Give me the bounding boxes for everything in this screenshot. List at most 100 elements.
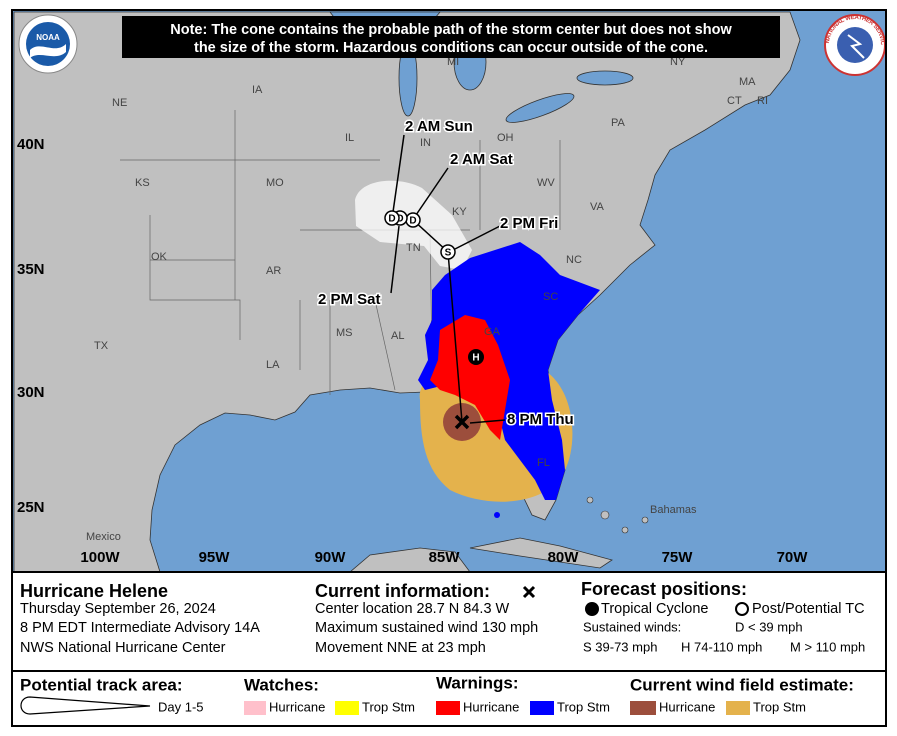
storm-info: Hurricane Helene Thursday September 26, …	[20, 581, 260, 656]
legend-label: Hurricane	[463, 699, 519, 714]
state-label: CT	[727, 95, 742, 107]
state-labels: NE IA IL IN OH PA MI NY MA CT RI KS MO K…	[86, 56, 768, 543]
swatch	[530, 701, 554, 715]
swatch	[335, 701, 359, 715]
state-label: AR	[266, 265, 281, 277]
state-label: MO	[266, 177, 284, 189]
state-label: AL	[391, 330, 404, 342]
trop-storm-warning	[418, 242, 600, 500]
swatch	[726, 701, 750, 715]
forecast-label: 2 AM Sun	[405, 118, 473, 135]
forecast-info: Forecast positions: Tropical Cyclone Pos…	[581, 579, 865, 655]
forecast-key: Post/Potential TC	[752, 601, 865, 617]
country-label: Mexico	[86, 531, 121, 543]
forecast-marker-letter: D	[388, 214, 395, 225]
legend: Potential track area: Day 1-5 Watches: H…	[20, 673, 854, 715]
state-label: PA	[611, 117, 626, 129]
swatch	[436, 701, 460, 715]
state-label: OK	[151, 251, 168, 263]
state-label: IA	[252, 84, 263, 96]
current-center-icon	[454, 414, 470, 430]
longitude-label: 80W	[548, 549, 580, 566]
forecast-marker-letter: D	[396, 214, 403, 225]
longitude-label: 70W	[777, 549, 809, 566]
leader-line	[390, 225, 400, 294]
state-label: RI	[757, 95, 768, 107]
longitude-label: 90W	[315, 549, 347, 566]
current-icon	[522, 585, 536, 599]
forecast-label: 2 PM Sat	[318, 291, 381, 308]
forecast-label: 2 AM Sat	[450, 151, 513, 168]
state-label: SC	[543, 291, 558, 303]
leader-line	[392, 134, 405, 213]
hurricane-warning	[430, 315, 510, 440]
storm-line: 8 PM EDT Intermediate Advisory 14A	[20, 620, 260, 636]
legend-label: Trop Stm	[753, 699, 806, 714]
forecast-key: H 74-110 mph	[681, 639, 762, 654]
current-title: Current information:	[315, 581, 490, 601]
forecast-key: Tropical Cyclone	[601, 601, 708, 617]
forecast-labels: 8 PM Thu 2 PM Fri 2 AM Sat 2 PM Sat 2 AM…	[317, 116, 576, 429]
state-label: TN	[406, 242, 421, 254]
current-line: Movement NNE at 23 mph	[315, 640, 486, 656]
state-label: MA	[739, 76, 756, 88]
state-label: FL	[537, 457, 550, 469]
forecast-markers: S D D D H	[384, 210, 484, 365]
yucatan	[350, 547, 470, 571]
forecast-marker-letter: D	[409, 216, 416, 227]
land	[13, 11, 801, 571]
legend-title: Current wind field estimate:	[630, 675, 854, 694]
current-line: Maximum sustained wind 130 mph	[315, 620, 538, 636]
legend-label: Day 1-5	[158, 699, 204, 714]
current-info: Current information: Center location 28.…	[315, 581, 538, 656]
post-tc-icon	[735, 602, 749, 616]
state-label: VA	[590, 201, 605, 213]
swatch	[244, 701, 266, 715]
forecast-label: 2 PM Fri	[500, 215, 558, 232]
forecast-marker-letter: S	[445, 248, 452, 259]
state-label: NC	[566, 254, 582, 266]
legend-label: Hurricane	[269, 699, 325, 714]
latitude-label: 40N	[17, 136, 45, 153]
longitude-label: 100W	[80, 549, 120, 566]
note-line: Note: The cone contains the probable pat…	[170, 22, 732, 38]
current-position	[454, 414, 470, 430]
noaa-logo: NOAA	[18, 14, 78, 74]
forecast-label: 8 PM Thu	[507, 411, 574, 428]
state-label: OH	[497, 132, 514, 144]
storm-line: Thursday September 26, 2024	[20, 601, 216, 617]
forecast-marker	[384, 210, 400, 226]
state-label: IL	[345, 132, 354, 144]
latitude-labels: 40N 35N 30N 25N	[17, 136, 45, 516]
latitude-label: 30N	[17, 384, 45, 401]
state-label: KS	[135, 177, 150, 189]
inland-marker	[468, 349, 484, 365]
cuba	[469, 537, 613, 569]
country-label: Bahamas	[650, 504, 697, 516]
forecast-key: D < 39 mph	[735, 619, 803, 634]
noaa-text: NOAA	[36, 33, 60, 42]
legend-title: Warnings:	[436, 673, 518, 692]
forecast-title: Forecast positions:	[581, 579, 747, 599]
forecast-key: M > 110 mph	[790, 639, 865, 654]
latitude-label: 25N	[17, 499, 45, 516]
legend-title: Watches:	[244, 675, 319, 694]
leader-line	[469, 419, 506, 424]
legend-label: Trop Stm	[557, 699, 610, 714]
state-label: WV	[537, 177, 555, 189]
leader-line	[415, 167, 449, 216]
nws-bolt	[847, 34, 865, 59]
inland-marker-letter: H	[472, 353, 479, 364]
legend-title: Potential track area:	[20, 675, 183, 694]
map: NE IA IL IN OH PA MI NY MA CT RI KS MO K…	[13, 11, 885, 571]
longitude-label: 85W	[429, 549, 461, 566]
current-line: Center location 28.7 N 84.3 W	[315, 601, 510, 617]
state-label: GA	[484, 326, 501, 338]
forecast-marker	[440, 244, 456, 260]
keys-warning	[494, 512, 500, 518]
state-label: NY	[670, 56, 686, 68]
swatch	[630, 701, 656, 715]
state-label: TX	[94, 340, 109, 352]
